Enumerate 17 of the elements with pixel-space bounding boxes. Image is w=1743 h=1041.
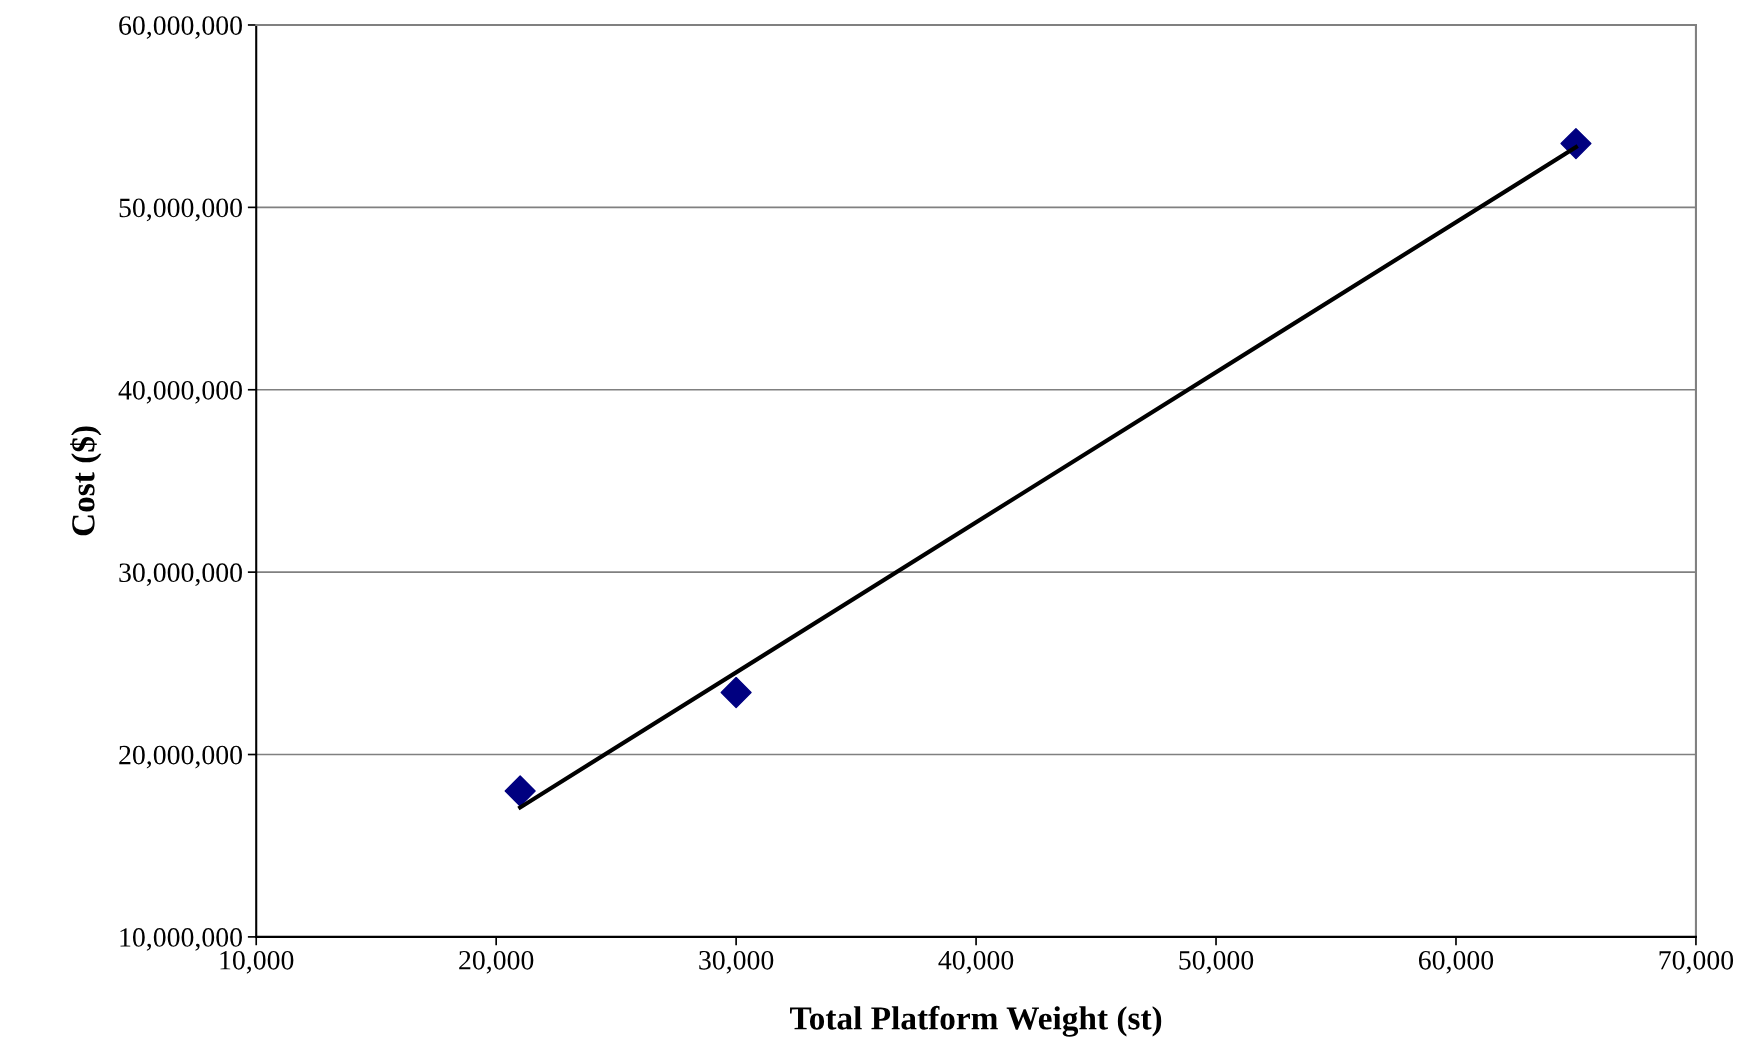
y-tick-label: 60,000,000	[119, 16, 242, 39]
x-tick-label: 40,000	[938, 950, 1014, 974]
x-tick-label: 60,000	[1418, 950, 1494, 974]
point	[504, 775, 536, 807]
x-tick-label: 50,000	[1179, 950, 1254, 974]
y-tick-label: 20,000,000	[119, 745, 242, 769]
point	[720, 676, 752, 709]
y-tick-label: 40,000,000	[118, 380, 242, 404]
y-tick-label: 30,000,000	[119, 563, 242, 587]
x-tick-label: 30,000	[699, 950, 774, 974]
y-tick-label: 10,000,000	[120, 928, 242, 951]
y-axis-title: Cost ($)	[70, 426, 102, 536]
x-tick-label: 70,000	[1659, 950, 1734, 974]
y-tick-label: 50,000,000	[119, 198, 242, 222]
x-tick-label: 20,000	[459, 950, 534, 974]
x-axis-title: Total Platform Weight (st)	[790, 1005, 1162, 1037]
x-tick-label: 10,000	[220, 950, 294, 974]
